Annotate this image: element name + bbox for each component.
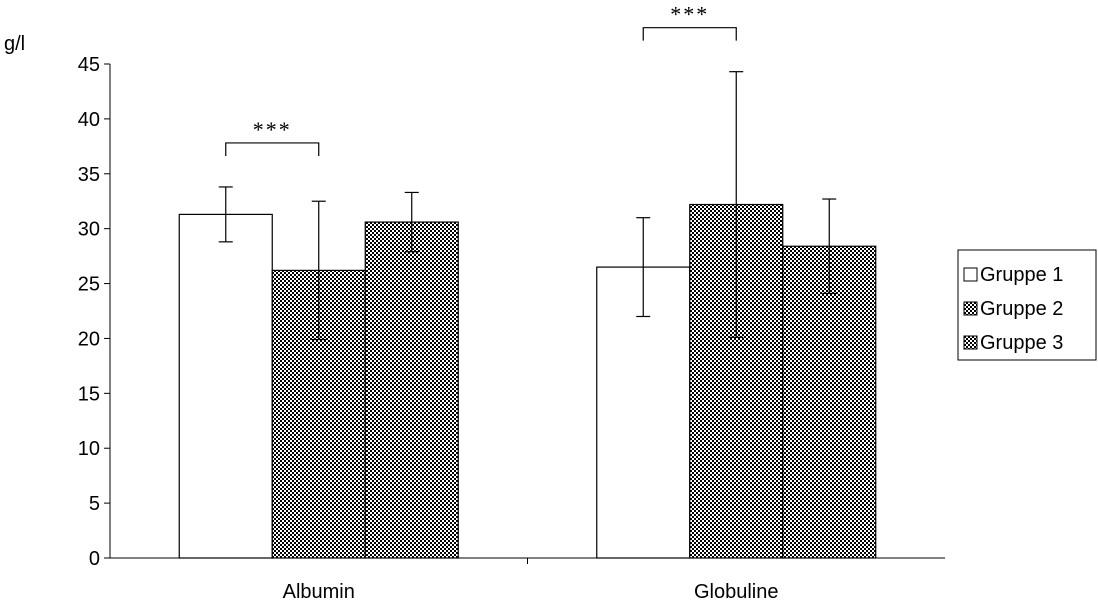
legend-swatch	[963, 335, 978, 350]
error-bars	[218, 71, 837, 341]
y-tick-label: 20	[78, 328, 100, 350]
error-bar	[822, 198, 837, 295]
x-category-label: Globuline	[694, 581, 779, 603]
significance-bracket: ***	[225, 117, 320, 156]
legend-label: Gruppe 1	[980, 264, 1063, 286]
legend: Gruppe 1 Gruppe 2 Gruppe 3	[957, 249, 1097, 361]
bar-gruppe-1-albumin	[178, 213, 273, 559]
bar-gruppe-3-globuline	[782, 245, 877, 559]
y-tick-label: 0	[89, 548, 100, 570]
significance-bracket: ***	[642, 2, 737, 41]
y-tick-label: 35	[78, 164, 100, 186]
error-bar	[404, 191, 419, 253]
error-bar	[636, 217, 651, 318]
y-tick-label: 40	[78, 109, 100, 131]
axes: 0 5 10 15 20 25 30 35 40 45 Albumin Globuline	[78, 54, 945, 603]
error-bar	[311, 200, 326, 341]
legend-swatch	[963, 301, 978, 316]
legend-label: Gruppe 3	[980, 332, 1063, 354]
legend-label: Gruppe 2	[980, 298, 1063, 320]
legend-box	[957, 249, 1097, 361]
significance-annotations: *** ***	[225, 2, 737, 156]
y-tick-label: 10	[78, 438, 100, 460]
error-bar	[218, 186, 233, 243]
y-tick-label: 45	[78, 54, 100, 76]
significance-label: ***	[670, 2, 709, 27]
legend-swatch	[963, 267, 978, 282]
y-axis-unit-label: g/l	[4, 33, 25, 55]
error-bar	[729, 71, 744, 338]
y-tick-label: 25	[78, 274, 100, 296]
y-tick-label: 15	[78, 383, 100, 405]
x-category-label: Albumin	[283, 581, 355, 603]
y-tick-label: 30	[78, 219, 100, 241]
bar-gruppe-1-globuline	[596, 266, 691, 559]
bars	[178, 203, 877, 559]
y-tick-label: 5	[89, 493, 100, 515]
bar-gruppe-3-albumin	[364, 221, 459, 559]
significance-label: ***	[253, 117, 292, 142]
